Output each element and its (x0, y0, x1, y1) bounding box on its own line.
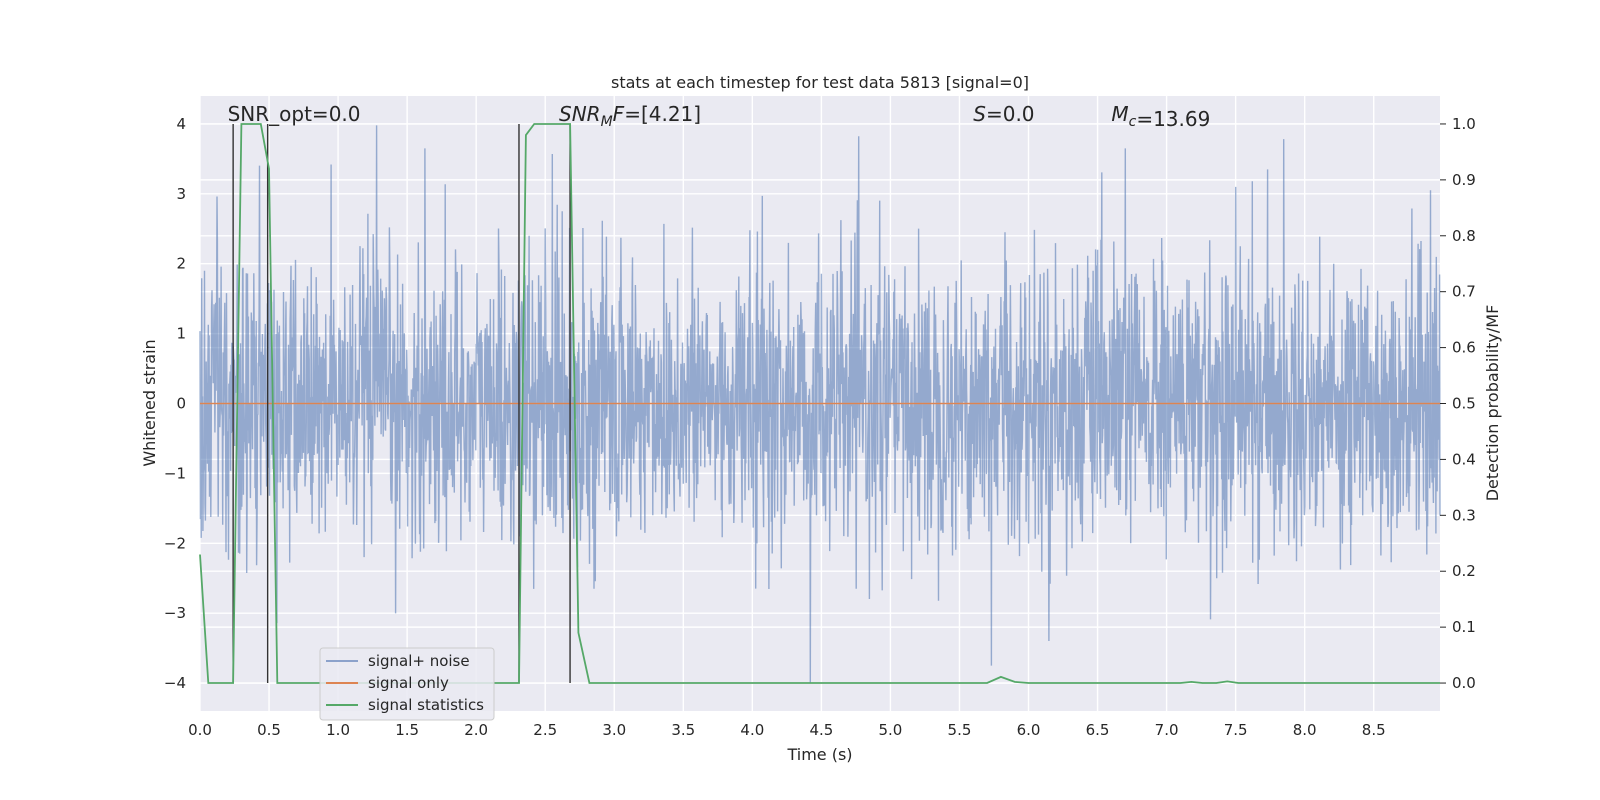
y-tick-label: 1 (176, 325, 186, 343)
y-tick-label: −3 (164, 604, 186, 622)
x-tick-label: 3.0 (602, 721, 626, 739)
y-right-tick-label: 0.0 (1452, 674, 1476, 692)
y-tick-label: 0 (176, 395, 186, 413)
y-right-tick-label: 0.6 (1452, 339, 1476, 357)
y-right-tick-label: 0.8 (1452, 227, 1476, 245)
x-tick-label: 2.0 (464, 721, 488, 739)
x-tick-label: 4.0 (740, 721, 764, 739)
series-signal-statistics-line (199, 123, 1440, 684)
y-right-tick-label: 0.9 (1452, 171, 1476, 189)
y-axis-right-label: Detection probability/MF (1483, 305, 1502, 502)
series-signal-noise-line (199, 125, 1441, 684)
x-tick-label: 8.0 (1293, 721, 1317, 739)
x-tick-label: 6.0 (1017, 721, 1041, 739)
legend: signal+ noise signal only signal statist… (319, 647, 495, 721)
annotation-2: S=0.0 (973, 102, 1034, 126)
ticks: 0.0 0.5 1.0 1.5 2.0 2.5 3.0 3.5 4.0 4.5 5.0 5.5 6.0 6… (164, 115, 1476, 739)
annotation-1: SNRMF=[4.21] (559, 102, 701, 130)
x-tick-label: 1.0 (326, 721, 350, 739)
y-right-tick-label: 0.1 (1452, 618, 1476, 636)
x-tick-label: 6.5 (1086, 721, 1110, 739)
x-tick-label: 0.5 (257, 721, 281, 739)
y-tick-label: 2 (176, 255, 186, 273)
x-tick-label: 7.5 (1224, 721, 1248, 739)
y-axis-label: Whitened strain (140, 339, 159, 466)
y-tick-label: −4 (164, 674, 186, 692)
chart-title: stats at each timestep for test data 581… (611, 73, 1029, 92)
y-right-tick-label: 0.2 (1452, 562, 1476, 580)
x-tick-label: 5.5 (948, 721, 972, 739)
y-right-tick-label: 0.5 (1452, 395, 1476, 413)
y-tick-label: 4 (176, 115, 186, 133)
legend-label-1: signal only (368, 674, 449, 692)
x-tick-label: 2.5 (533, 721, 557, 739)
annotations: SNR_opt=0.0 SNRMF=[4.21] S=0.0 Mc=13.69 (228, 102, 1211, 131)
x-tick-label: 5.0 (878, 721, 902, 739)
x-axis-label: Time (s) (786, 745, 852, 764)
y-right-tick-label: 0.3 (1452, 506, 1476, 524)
legend-box (319, 647, 495, 721)
x-tick-label: 3.5 (671, 721, 695, 739)
y-right-tick-label: 0.4 (1452, 450, 1476, 468)
y-right-tick-label: 0.7 (1452, 283, 1476, 301)
annotation-3: Mc=13.69 (1111, 102, 1210, 131)
y-tick-label: −1 (164, 464, 186, 482)
x-tick-label: 1.5 (395, 721, 419, 739)
y-tick-label: 3 (176, 185, 186, 203)
y-tick-label: −2 (164, 534, 186, 552)
annotation-0: SNR_opt=0.0 (228, 102, 361, 126)
x-tick-label: 7.0 (1155, 721, 1179, 739)
x-tick-label: 4.5 (809, 721, 833, 739)
x-tick-label: 0.0 (188, 721, 212, 739)
x-tick-label: 8.5 (1362, 721, 1386, 739)
series-layer (199, 123, 1441, 684)
y-right-tick-label: 1.0 (1452, 115, 1476, 133)
legend-label-0: signal+ noise (368, 652, 470, 670)
legend-label-2: signal statistics (368, 696, 484, 714)
